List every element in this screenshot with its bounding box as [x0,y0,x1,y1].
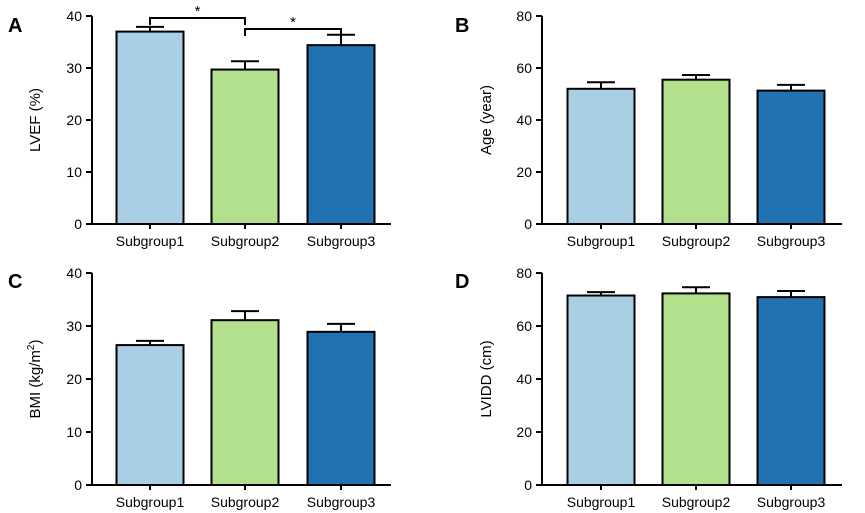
y-axis-title: BMI (kg/m2) [26,340,44,419]
significance-bracket [244,28,342,36]
x-tick-label: Subgroup3 [307,494,376,510]
x-tick-label: Subgroup1 [116,233,185,249]
significance-bracket [149,17,246,25]
y-tick-label: 20 [516,424,532,440]
panel-letter: C [8,271,22,293]
bar-subgroup2 [210,319,280,487]
y-tick-label: 10 [66,164,82,180]
y-axis-title: LVEF (%) [27,88,44,152]
y-tick-label: 0 [524,477,532,493]
panel-letter: B [455,15,469,37]
y-axis-title-superscript: 2 [26,344,37,350]
bar-subgroup2 [210,68,280,225]
y-tick-label: 40 [516,112,532,128]
y-axis-title: Age (year) [478,85,495,155]
bar-subgroup1 [115,344,185,486]
x-tick-label: Subgroup3 [307,233,376,249]
y-tick-label: 30 [66,318,82,334]
x-tick-label: Subgroup3 [757,494,826,510]
y-tick-label: 80 [516,265,532,281]
y-tick-label: 10 [66,424,82,440]
panel-a: A 0 10 20 30 40 LVEF (%) Subgroup1 Subgroup2 Subg… [8,3,391,249]
y-tick-label: 40 [66,8,82,24]
panel-letter: A [8,15,22,37]
bar-subgroup1 [566,294,636,486]
y-tick-label: 0 [524,216,532,232]
bar-subgroup3 [756,89,826,226]
panel-c: C 0 10 20 30 40 BMI (kg/m2) Subgroup1 Subgroup2 S… [8,265,391,510]
x-tick-label: Subgroup1 [567,494,636,510]
x-tick-label: Subgroup2 [211,233,280,249]
significance-star: * [195,3,201,20]
panel-letter: D [455,271,469,293]
y-tick-label: 0 [74,477,82,493]
y-axis-title-suffix: ) [27,340,44,345]
y-axis-title-main: LVEF (%) [27,88,44,152]
x-tick-label: Subgroup2 [662,494,731,510]
bar-subgroup2 [661,292,731,486]
x-tick-label: Subgroup2 [211,494,280,510]
y-tick-label: 80 [516,8,532,24]
y-tick-label: 40 [66,265,82,281]
x-tick-label: Subgroup1 [567,233,636,249]
bar-subgroup1 [115,30,185,225]
y-axis-title-main: Age (year) [478,85,495,155]
y-tick-label: 20 [66,112,82,128]
y-axis-title-main: BMI (kg/m [27,350,44,418]
bar-subgroup3 [756,296,826,486]
x-tick-label: Subgroup2 [662,233,731,249]
bar-subgroup2 [661,78,731,225]
y-axis-title: LVIDD (cm) [478,340,495,417]
y-tick-label: 30 [66,60,82,76]
panel-d: D 0 20 40 60 80 LVIDD (cm) Subgroup1 Subgroup2 Su… [455,265,842,510]
y-tick-label: 20 [516,164,532,180]
y-axis-title-main: LVIDD (cm) [478,340,495,417]
y-tick-label: 60 [516,318,532,334]
x-tick-label: Subgroup1 [116,494,185,510]
y-tick-label: 60 [516,60,532,76]
y-tick-label: 40 [516,371,532,387]
significance-star: * [290,14,296,31]
panel-b: B 0 20 40 60 80 Age (year) Subgroup1 Subgroup2 Su… [455,8,842,249]
y-tick-label: 20 [66,371,82,387]
bar-subgroup3 [306,330,376,486]
x-tick-label: Subgroup3 [757,233,826,249]
y-tick-label: 0 [74,216,82,232]
bar-subgroup3 [306,44,376,226]
bar-subgroup1 [566,87,636,225]
